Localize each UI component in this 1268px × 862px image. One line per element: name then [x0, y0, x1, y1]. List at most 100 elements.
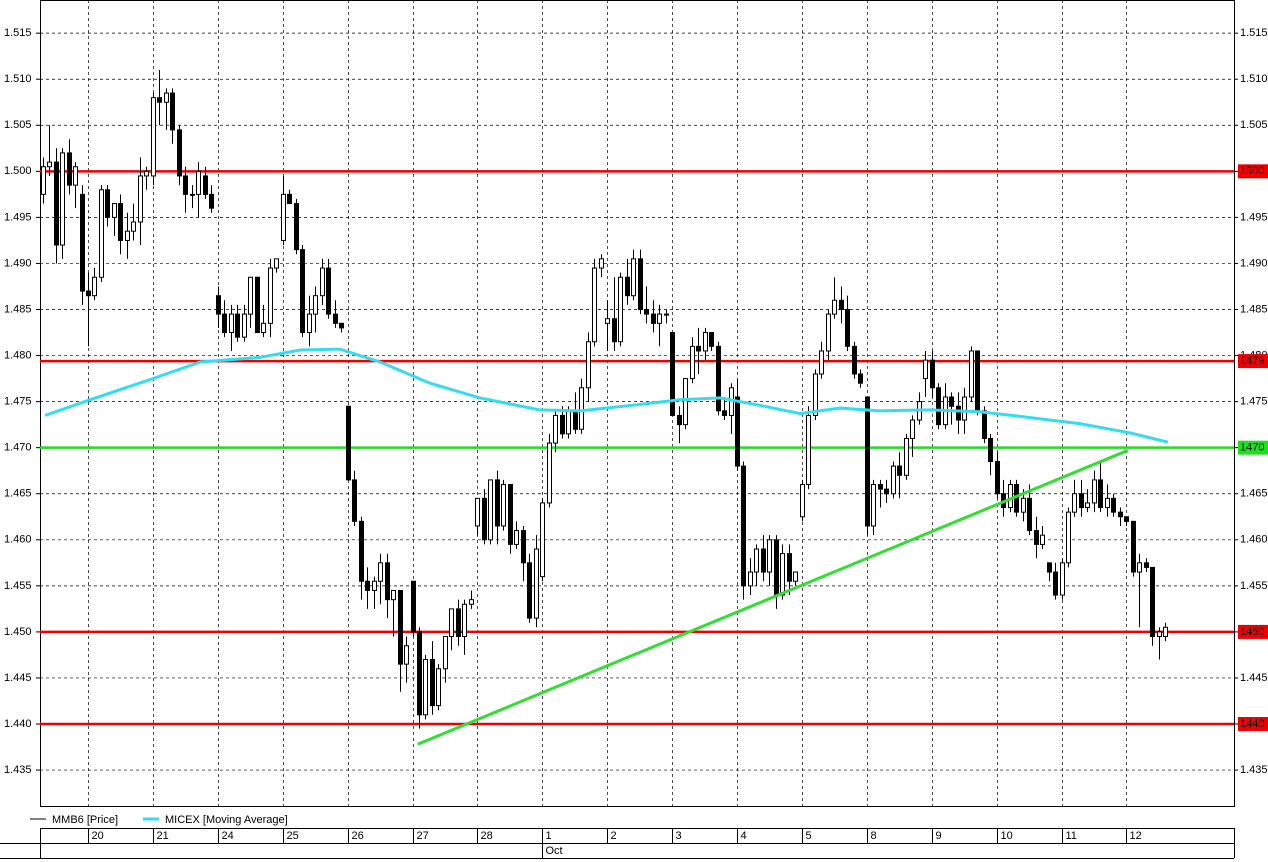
candle-body	[1163, 626, 1168, 638]
candle-body	[800, 484, 805, 518]
candle-body	[398, 589, 403, 665]
candle-body	[566, 410, 571, 435]
y-tick-label-right: 1.460	[1240, 534, 1268, 546]
x-tick-label: 21	[157, 830, 169, 842]
month-label: Oct	[546, 845, 563, 857]
candle-body	[826, 313, 831, 352]
candle-body	[177, 129, 182, 177]
candle-body	[612, 318, 617, 343]
y-tick-label-right: 1.505	[1240, 119, 1268, 131]
candle-body	[677, 414, 682, 426]
candle-body	[813, 373, 818, 416]
candle-body	[586, 341, 591, 389]
candle-body	[1137, 562, 1142, 573]
candle-body	[657, 313, 662, 324]
candle-body	[722, 410, 727, 416]
candle-body	[573, 410, 578, 430]
candle-body	[313, 295, 318, 315]
plot-frame	[40, 0, 1235, 807]
candle-body	[910, 419, 915, 439]
candle-body	[151, 97, 156, 177]
candle-body	[592, 267, 597, 343]
x-tick-label: 9	[936, 830, 942, 842]
candle-body	[508, 484, 513, 545]
candle-body	[261, 322, 266, 334]
level-label: 1440	[1240, 718, 1264, 730]
candle-body	[501, 484, 506, 527]
candle-body	[1008, 484, 1013, 509]
y-tick-label: 1.515	[4, 27, 32, 39]
y-tick-label: 1.485	[4, 303, 32, 315]
candle-body	[839, 299, 844, 311]
y-tick-label: 1.490	[4, 257, 32, 269]
candle-body	[949, 396, 954, 407]
candle-body	[1053, 571, 1058, 596]
y-tick-label: 1.455	[4, 580, 32, 592]
y-tick-label: 1.495	[4, 211, 32, 223]
level-label-box	[1238, 354, 1268, 369]
candle-body	[430, 659, 435, 707]
candle-body	[683, 378, 688, 426]
x-tick-label: 25	[287, 830, 299, 842]
candle-body	[294, 203, 299, 251]
x-tick-label: 1	[546, 830, 552, 842]
candle-body	[326, 267, 331, 315]
candle-body	[871, 484, 876, 527]
y-tick-label-right: 1.515	[1240, 27, 1268, 39]
candle-body	[1034, 530, 1039, 545]
x-tick-label: 3	[676, 830, 682, 842]
candle-body	[618, 276, 623, 343]
candle-body	[235, 313, 240, 338]
candle-body	[982, 410, 987, 439]
level-label-box	[1238, 440, 1268, 455]
level-label-box	[1238, 624, 1268, 639]
candle-body	[774, 539, 779, 596]
candle-body	[969, 350, 974, 398]
candle-body	[436, 668, 441, 707]
candle-body	[514, 530, 519, 545]
candle-body	[423, 659, 428, 716]
candle-body	[346, 405, 351, 481]
candle-body	[884, 488, 889, 495]
candle-body	[761, 548, 766, 573]
candle-body	[469, 599, 474, 605]
candle-body	[625, 276, 630, 297]
candle-body	[962, 396, 967, 421]
candle-body	[138, 175, 143, 223]
x-tick-label: 24	[222, 830, 234, 842]
candle-body	[131, 221, 136, 232]
candle-body	[1040, 534, 1045, 545]
candle-body	[852, 345, 857, 375]
candle-body	[975, 350, 980, 412]
candle-body	[1060, 562, 1065, 596]
y-tick-label: 1.500	[4, 165, 32, 177]
candle-body	[372, 580, 377, 591]
candle-body	[819, 350, 824, 375]
candle-body	[449, 608, 454, 638]
y-tick-label: 1.480	[4, 349, 32, 361]
x-tick-label: 10	[1001, 830, 1013, 842]
candle-body	[482, 497, 487, 541]
candle-body	[157, 97, 162, 103]
candle-body	[47, 161, 52, 168]
candle-body	[703, 332, 708, 352]
candle-body	[521, 530, 526, 564]
candle-body	[67, 152, 72, 186]
candle-body	[930, 359, 935, 389]
candle-body	[560, 414, 565, 435]
level-label: 1500	[1240, 165, 1264, 177]
y-tick-label: 1.445	[4, 672, 32, 684]
candle-body	[417, 631, 422, 716]
x-tick-label: 20	[92, 830, 104, 842]
candle-body	[73, 166, 78, 186]
candle-body	[41, 166, 46, 195]
candle-body	[1105, 497, 1110, 509]
candle-body	[716, 345, 721, 412]
candle-body	[248, 276, 253, 315]
candle-body	[339, 322, 344, 329]
y-tick-label-right: 1.465	[1240, 488, 1268, 500]
candle-body	[190, 193, 195, 196]
y-tick-label-right: 1.495	[1240, 211, 1268, 223]
level-label-box	[1238, 717, 1268, 732]
candle-body	[534, 548, 539, 619]
